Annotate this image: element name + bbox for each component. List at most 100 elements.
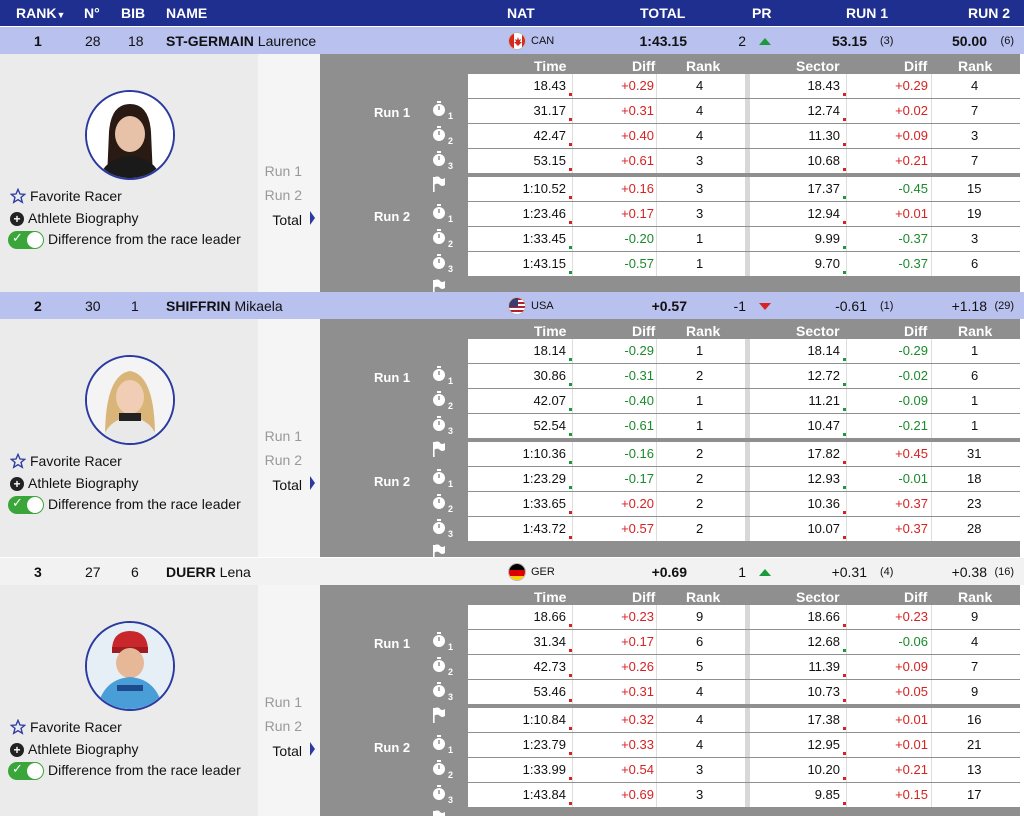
split-time: 18.66 (533, 609, 566, 624)
favorite-racer-link[interactable]: Favorite Racer (9, 452, 122, 472)
sector-diff: -0.02 (898, 368, 928, 383)
split-row: 1:10.36 -0.16 2 17.82 +0.45 31 (468, 442, 1020, 466)
athlete-info-panel: Favorite Racer + Athlete Biography ✓ Diffe… (0, 585, 258, 816)
split-row: 52.54 -0.61 1 10.47 -0.21 1 (468, 414, 1020, 438)
athlete-name[interactable]: SHIFFRIN Mikaela (166, 298, 283, 314)
toggle-on-icon[interactable]: ✓ (8, 230, 44, 250)
sector-time: 17.82 (807, 446, 840, 461)
split-rank: 2 (696, 446, 704, 461)
header-nat[interactable]: NAT (507, 5, 535, 21)
run-selector: Run 1 Run 2 Total (258, 319, 320, 557)
header-no[interactable]: N° (84, 5, 100, 21)
sector-diff: -0.21 (898, 418, 928, 433)
star-outline-icon (9, 718, 27, 738)
run1-tab[interactable]: Run 1 (264, 428, 302, 444)
athlete-row[interactable]: 3 27 6 DUERR Lena GER +0.69 1 +0.31 (4) … (0, 558, 1024, 585)
athlete-pr: -1 (733, 298, 746, 314)
toggle-on-icon[interactable]: ✓ (8, 495, 44, 515)
header-pr[interactable]: PR (752, 5, 772, 21)
run2-tab[interactable]: Run 2 (264, 718, 302, 734)
run2-label: Run 2 (374, 474, 411, 489)
stopwatch-icon: 1 (432, 101, 462, 123)
split-rank: 3 (696, 181, 704, 196)
total-tab[interactable]: Total (272, 477, 302, 493)
sector-time: 12.74 (807, 103, 840, 118)
athlete-photo (85, 621, 175, 711)
difference-toggle[interactable]: ✓ Difference from the race leader (8, 495, 241, 515)
difference-toggle[interactable]: ✓ Difference from the race leader (8, 230, 241, 250)
header-name[interactable]: NAME (166, 5, 208, 21)
athlete-rank: 3 (34, 564, 42, 580)
sector-marker (843, 461, 846, 464)
run1-tab[interactable]: Run 1 (264, 694, 302, 710)
sector-time: 12.72 (807, 368, 840, 383)
col-diff: Diff (632, 58, 656, 74)
sector-rank: 6 (971, 256, 979, 271)
diff-marker (569, 271, 572, 274)
sector-time: 10.20 (807, 762, 840, 777)
sector-marker (843, 271, 846, 274)
athlete-first-name: Mikaela (234, 298, 283, 314)
split-row: 18.66 +0.23 9 18.66 +0.23 9 (468, 605, 1020, 629)
athlete-row[interactable]: 2 30 1 SHIFFRIN Mikaela USA +0.57 -1 -0.… (0, 292, 1024, 319)
header-run1[interactable]: RUN 1 (846, 5, 889, 21)
sector-marker (843, 699, 846, 702)
split-diff: -0.16 (624, 446, 654, 461)
col-diff: Diff (632, 589, 656, 605)
athlete-total: +0.69 (651, 564, 687, 580)
run2-tab[interactable]: Run 2 (264, 187, 302, 203)
sector-time: 9.85 (814, 787, 840, 802)
plus-circle-icon: + (10, 477, 24, 492)
total-tab[interactable]: Total (272, 743, 302, 759)
split-time: 1:43.72 (522, 521, 566, 536)
sector-marker (843, 511, 846, 514)
col-rank: Rank (686, 323, 721, 339)
toggle-on-icon[interactable]: ✓ (8, 761, 44, 781)
diff-marker (569, 777, 572, 780)
sector-time: 17.37 (807, 181, 840, 196)
split-diff: +0.31 (621, 684, 654, 699)
athlete-run1: 53.15 (831, 33, 867, 49)
diff-marker (569, 93, 572, 96)
favorite-racer-link[interactable]: Favorite Racer (9, 187, 122, 207)
athlete-run2: +1.18 (951, 298, 987, 314)
sector-marker (843, 196, 846, 199)
sector-diff: -0.01 (898, 471, 928, 486)
sector-time: 18.66 (807, 609, 840, 624)
selected-caret-icon (310, 742, 315, 756)
stopwatch-icon: 2 (432, 760, 462, 782)
arrow-up-icon (759, 569, 771, 576)
athlete-row[interactable]: 1 28 18 ST-GERMAIN Laurence CAN 1:43.15 … (0, 27, 1024, 54)
split-time: 1:23.79 (522, 737, 566, 752)
athlete-run2-rank: (6) (1000, 35, 1014, 47)
split-row: 42.07 -0.40 1 11.21 -0.09 1 (468, 389, 1020, 413)
difference-toggle[interactable]: ✓ Difference from the race leader (8, 761, 241, 781)
sector-rank: 15 (967, 181, 982, 196)
split-diff: +0.26 (621, 659, 654, 674)
split-diff: +0.23 (621, 609, 654, 624)
header-run2[interactable]: RUN 2 (968, 5, 1011, 21)
diff-marker (569, 699, 572, 702)
split-row: 18.14 -0.29 1 18.14 -0.29 1 (468, 339, 1020, 363)
total-tab[interactable]: Total (272, 212, 302, 228)
col-sector: Sector (796, 589, 840, 605)
split-diff: +0.32 (621, 712, 654, 727)
athlete-no: 27 (85, 564, 101, 580)
col-sector: Sector (796, 58, 840, 74)
sector-marker (843, 246, 846, 249)
header-rank[interactable]: RANK▼ (16, 5, 66, 21)
athlete-biography-link[interactable]: + Athlete Biography (10, 210, 139, 227)
header-bib[interactable]: BIB (121, 5, 146, 21)
athlete-name[interactable]: ST-GERMAIN Laurence (166, 33, 316, 49)
diff-marker (569, 536, 572, 539)
split-time: 1:10.52 (522, 181, 566, 196)
athlete-name[interactable]: DUERR Lena (166, 564, 251, 580)
favorite-racer-link[interactable]: Favorite Racer (9, 718, 122, 738)
split-row: 1:43.72 +0.57 2 10.07 +0.37 28 (468, 517, 1020, 541)
header-total[interactable]: TOTAL (640, 5, 686, 21)
run1-tab[interactable]: Run 1 (264, 163, 302, 179)
run2-tab[interactable]: Run 2 (264, 452, 302, 468)
athlete-biography-link[interactable]: + Athlete Biography (10, 741, 139, 758)
athlete-biography-link[interactable]: + Athlete Biography (10, 475, 139, 492)
finish-flag-icon (432, 176, 462, 198)
